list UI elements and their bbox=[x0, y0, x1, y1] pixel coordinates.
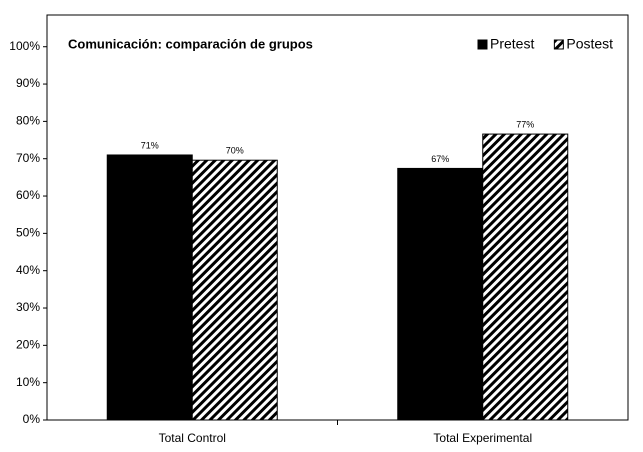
legend-label: Postest bbox=[566, 36, 613, 52]
value-label: 70% bbox=[226, 146, 244, 156]
y-tick-label: 0% bbox=[23, 412, 41, 426]
bar bbox=[482, 133, 569, 421]
y-tick-label: 60% bbox=[16, 188, 40, 202]
y-tick-label: 40% bbox=[16, 263, 40, 277]
y-tick-label: 80% bbox=[16, 114, 40, 128]
x-tick-label: Total Control bbox=[159, 431, 226, 445]
legend-swatch bbox=[553, 39, 564, 50]
y-tick-label: 20% bbox=[16, 338, 40, 352]
y-tick-label: 90% bbox=[16, 76, 40, 90]
bar bbox=[106, 154, 193, 421]
legend-swatch bbox=[477, 39, 488, 50]
value-label: 77% bbox=[516, 119, 534, 129]
y-tick-label: 70% bbox=[16, 151, 40, 165]
bar bbox=[191, 159, 278, 421]
chart-title: Comunicación: comparación de grupos bbox=[68, 36, 313, 51]
legend-label: Pretest bbox=[490, 36, 534, 52]
value-label: 67% bbox=[431, 154, 449, 164]
y-tick-label: 30% bbox=[16, 300, 40, 314]
y-tick-label: 50% bbox=[16, 226, 40, 240]
y-tick-label: 10% bbox=[16, 375, 40, 389]
bar bbox=[397, 167, 484, 421]
x-tick-label: Total Experimental bbox=[433, 431, 532, 445]
value-label: 71% bbox=[141, 140, 159, 150]
y-tick-label: 100% bbox=[9, 39, 40, 53]
